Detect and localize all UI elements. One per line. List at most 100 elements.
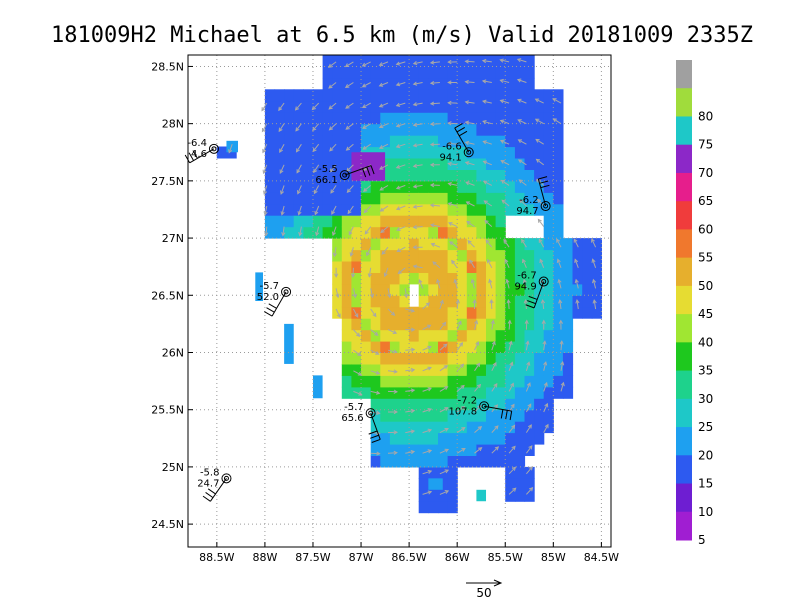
- field-cell: [418, 341, 429, 353]
- wind-vector: [422, 449, 432, 454]
- field-cell: [466, 432, 477, 445]
- field-cell: [351, 66, 362, 79]
- wind-vector: [543, 361, 547, 371]
- wind-vector-head: [457, 320, 462, 325]
- field-cell: [572, 283, 583, 296]
- field-cell: [447, 77, 458, 90]
- wind-vector: [379, 102, 389, 108]
- field-cell: [428, 272, 439, 285]
- wind-vector-head: [592, 278, 597, 284]
- field-cell: [476, 192, 487, 205]
- field-cell: [341, 375, 352, 388]
- field-cell: [409, 352, 420, 365]
- wind-vector-head: [328, 126, 334, 131]
- field-cell: [476, 169, 487, 182]
- field-cell: [457, 398, 468, 411]
- field-cell: [438, 192, 449, 205]
- wind-vector: [539, 259, 545, 268]
- wind-vector: [396, 205, 406, 210]
- wind-vector-head: [459, 363, 465, 368]
- field-cell: [341, 363, 352, 376]
- field-cell: [399, 203, 410, 216]
- wind-vector: [456, 385, 465, 392]
- y-tick-label: 27.5N: [151, 175, 184, 188]
- field-cell: [466, 398, 477, 411]
- field-cell: [313, 89, 324, 102]
- wind-speed-field: [216, 55, 602, 514]
- field-cell: [380, 66, 391, 79]
- field-cell: [514, 329, 526, 342]
- field-cell: [389, 341, 401, 353]
- field-cell: [466, 249, 477, 262]
- wind-vector: [491, 362, 497, 372]
- field-cell: [332, 66, 343, 79]
- field-cell: [409, 444, 420, 456]
- field-cell: [438, 501, 449, 514]
- wind-vector-head: [543, 381, 548, 387]
- wind-vector: [456, 300, 459, 310]
- field-cell: [457, 180, 468, 193]
- wind-vector: [536, 179, 545, 186]
- field-cell: [418, 261, 429, 273]
- field-cell: [428, 226, 439, 239]
- field-cell: [505, 146, 516, 159]
- field-cell: [361, 180, 372, 193]
- field-cell: [399, 89, 410, 102]
- field-cell: [361, 341, 372, 353]
- wind-vector-head: [429, 80, 435, 86]
- field-cell: [543, 386, 554, 399]
- wind-vector-head: [393, 409, 399, 415]
- wind-vector-head: [410, 388, 416, 393]
- field-cell: [399, 409, 410, 422]
- field-cell: [409, 66, 420, 79]
- station-marker-inner: [211, 146, 217, 152]
- field-cell: [514, 352, 526, 365]
- field-cell: [582, 295, 593, 308]
- colorbar-label: 65: [698, 194, 713, 208]
- field-cell: [370, 375, 381, 388]
- wind-vector-head: [335, 293, 340, 299]
- field-cell: [524, 249, 535, 262]
- field-cell: [476, 283, 487, 296]
- field-cell: [322, 77, 333, 90]
- field-cell: [399, 386, 410, 399]
- colorbar-box: [676, 427, 692, 456]
- field-cell: [428, 375, 439, 388]
- wind-vector-head: [379, 186, 384, 191]
- field-cell: [447, 455, 458, 468]
- field-cell: [553, 306, 564, 319]
- field-cell: [457, 112, 468, 125]
- wind-vector: [439, 343, 448, 351]
- wind-vector-head: [453, 278, 458, 284]
- station-marker: [281, 286, 292, 297]
- wind-vector-head: [362, 145, 367, 150]
- field-cell: [457, 375, 468, 388]
- field-cell: [457, 238, 468, 251]
- field-cell: [476, 295, 487, 308]
- field-cell: [264, 169, 276, 182]
- field-cell: [514, 318, 526, 331]
- field-cell: [476, 398, 487, 411]
- wind-barb-flag: [509, 411, 513, 421]
- field-cell: [341, 112, 352, 125]
- field-cell: [447, 192, 458, 205]
- wind-vector: [431, 243, 441, 248]
- field-cell: [572, 249, 583, 262]
- wind-vector: [413, 226, 423, 228]
- field-cell: [332, 283, 343, 296]
- wind-vector-head: [522, 278, 527, 284]
- wind-vector: [500, 59, 510, 63]
- wind-vector-head: [393, 349, 398, 354]
- wind-vector-head: [575, 299, 580, 304]
- field-cell: [313, 135, 324, 148]
- field-cell: [466, 89, 477, 102]
- field-cell: [332, 123, 343, 136]
- wind-vector-head: [369, 293, 375, 299]
- wind-vector-head: [332, 252, 337, 258]
- colorbar-label: 10: [698, 505, 713, 519]
- wind-vector: [329, 143, 337, 152]
- field-cell: [466, 375, 477, 388]
- field-cell: [361, 272, 372, 285]
- wind-vector-head: [312, 147, 317, 153]
- field-cell: [370, 192, 381, 205]
